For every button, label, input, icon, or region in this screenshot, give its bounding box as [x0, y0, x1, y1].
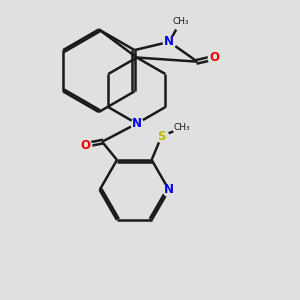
- Text: O: O: [209, 51, 220, 64]
- Text: CH₃: CH₃: [174, 123, 190, 132]
- Text: CH₃: CH₃: [172, 17, 189, 26]
- Text: N: N: [164, 35, 174, 48]
- Text: S: S: [157, 130, 166, 142]
- Text: N: N: [164, 183, 174, 196]
- Text: O: O: [80, 139, 90, 152]
- Text: N: N: [132, 117, 142, 130]
